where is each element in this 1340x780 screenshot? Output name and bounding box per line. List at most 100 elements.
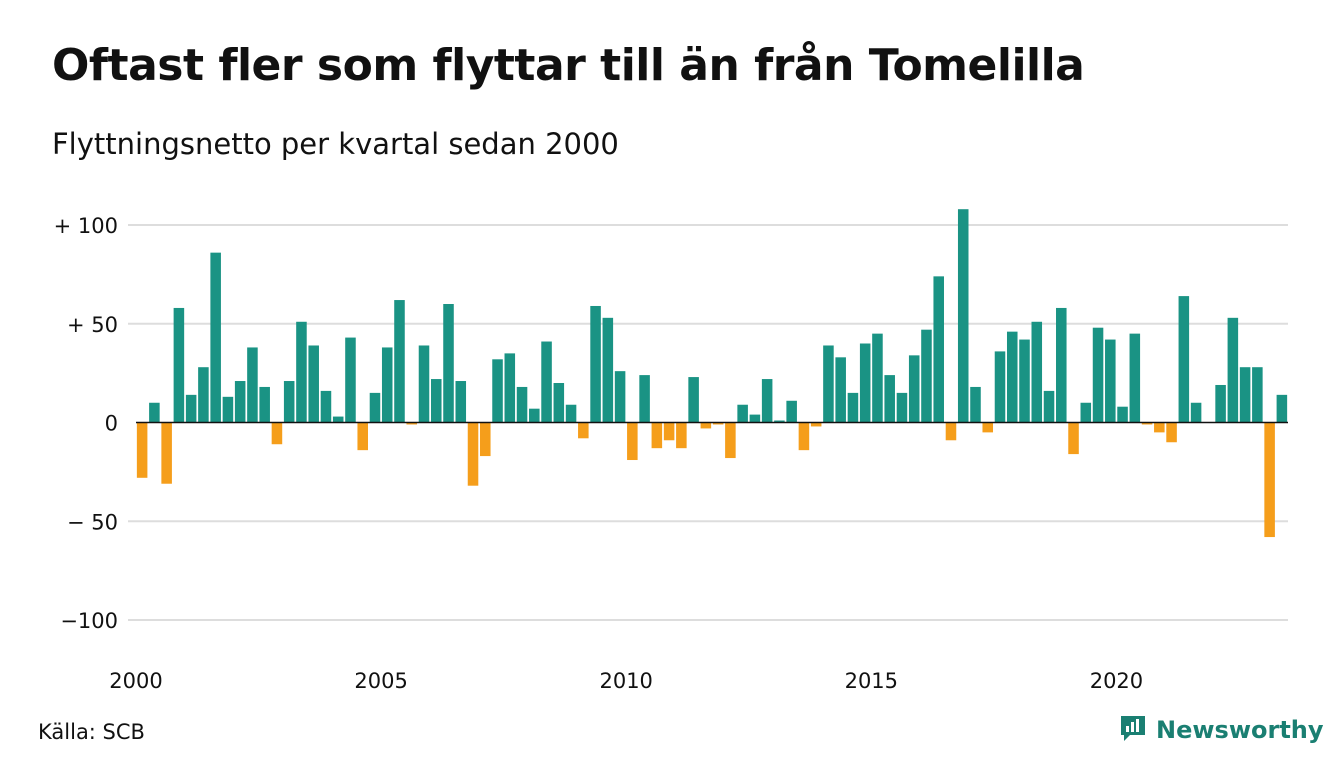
bar [627, 422, 638, 461]
bar [308, 345, 319, 423]
bar [296, 321, 307, 423]
bar [639, 375, 650, 423]
bar [418, 345, 430, 423]
bar [590, 305, 601, 423]
bar [529, 408, 540, 423]
y-tick-label: + 50 [67, 313, 118, 337]
bar [394, 300, 405, 423]
bar [1006, 331, 1018, 423]
bar [455, 381, 467, 423]
bar [835, 357, 846, 423]
bar [859, 343, 871, 423]
brand-name: Newsworthy [1156, 716, 1324, 744]
bar [1043, 390, 1055, 423]
bar [210, 252, 221, 423]
bar [406, 422, 418, 425]
bar [786, 400, 797, 423]
bar [1276, 394, 1288, 423]
bar [1252, 367, 1263, 423]
bar [774, 420, 785, 423]
bar [271, 422, 283, 445]
bar [933, 276, 944, 423]
bar [651, 422, 663, 449]
bar [430, 379, 442, 423]
bar-chart: + 100 + 50 0 − 50 −100 2000 2005 2010 2015 2020 [54, 209, 1288, 693]
y-tick-label: −100 [60, 609, 118, 633]
bar [725, 422, 736, 459]
bar [970, 386, 981, 423]
bar [492, 359, 503, 423]
bar [847, 392, 859, 423]
gridlines [128, 224, 1288, 621]
y-tick-label: − 50 [67, 510, 118, 534]
bar [578, 422, 589, 439]
bar [810, 422, 822, 427]
bar [541, 341, 552, 423]
bar [1129, 333, 1141, 423]
y-tick-label: + 100 [54, 214, 118, 238]
bar [1190, 402, 1202, 423]
bar [908, 355, 920, 423]
bar [320, 390, 332, 423]
bar [222, 396, 234, 423]
bar [516, 386, 528, 423]
bar [332, 416, 344, 423]
bar [749, 414, 761, 423]
bar [369, 392, 381, 423]
newsworthy-logo-icon [1118, 713, 1148, 747]
bar [1056, 307, 1067, 423]
bar [136, 422, 148, 478]
bar [1154, 422, 1165, 433]
bar [1166, 422, 1177, 443]
bar [688, 377, 699, 423]
bar [357, 422, 368, 451]
bar [712, 422, 724, 425]
bar [700, 422, 712, 429]
bar [1141, 422, 1153, 425]
bar [884, 375, 895, 423]
bar [663, 422, 675, 441]
bar [602, 317, 614, 423]
bar [1264, 422, 1275, 538]
bar [480, 422, 491, 457]
x-tick-label: 2020 [1090, 669, 1143, 693]
bar [994, 351, 1006, 423]
bar [896, 392, 908, 423]
bar [1080, 402, 1092, 423]
bar [565, 404, 577, 423]
brand: Newsworthy [1118, 713, 1324, 747]
bar [467, 422, 479, 486]
bar [1178, 296, 1190, 423]
bar [1239, 367, 1251, 423]
bar [957, 209, 969, 423]
bar [443, 304, 454, 423]
bar [198, 367, 209, 423]
bar [823, 345, 834, 423]
bar [161, 422, 172, 484]
bar [1105, 339, 1116, 423]
source-note: Källa: SCB [38, 720, 145, 744]
bar [798, 422, 810, 451]
bar [259, 386, 270, 423]
bar [1215, 384, 1226, 423]
x-tick-label: 2005 [354, 669, 407, 693]
y-axis: + 100 + 50 0 − 50 −100 [54, 214, 118, 633]
bar [1019, 339, 1030, 423]
bar [234, 381, 246, 423]
bar [1092, 327, 1104, 423]
bar [381, 347, 393, 423]
bar [1031, 321, 1043, 423]
bar [345, 337, 356, 423]
bar [921, 329, 932, 423]
bars [136, 209, 1288, 538]
bar [247, 347, 258, 423]
x-tick-label: 2010 [599, 669, 652, 693]
y-tick-label: 0 [105, 412, 118, 436]
bar [149, 402, 160, 423]
chart-title: Oftast fler som flyttar till än från Tom… [52, 40, 1085, 91]
x-tick-label: 2000 [109, 669, 162, 693]
bar [173, 307, 185, 423]
bar [737, 404, 748, 423]
bar [945, 422, 957, 441]
bar [872, 333, 883, 423]
